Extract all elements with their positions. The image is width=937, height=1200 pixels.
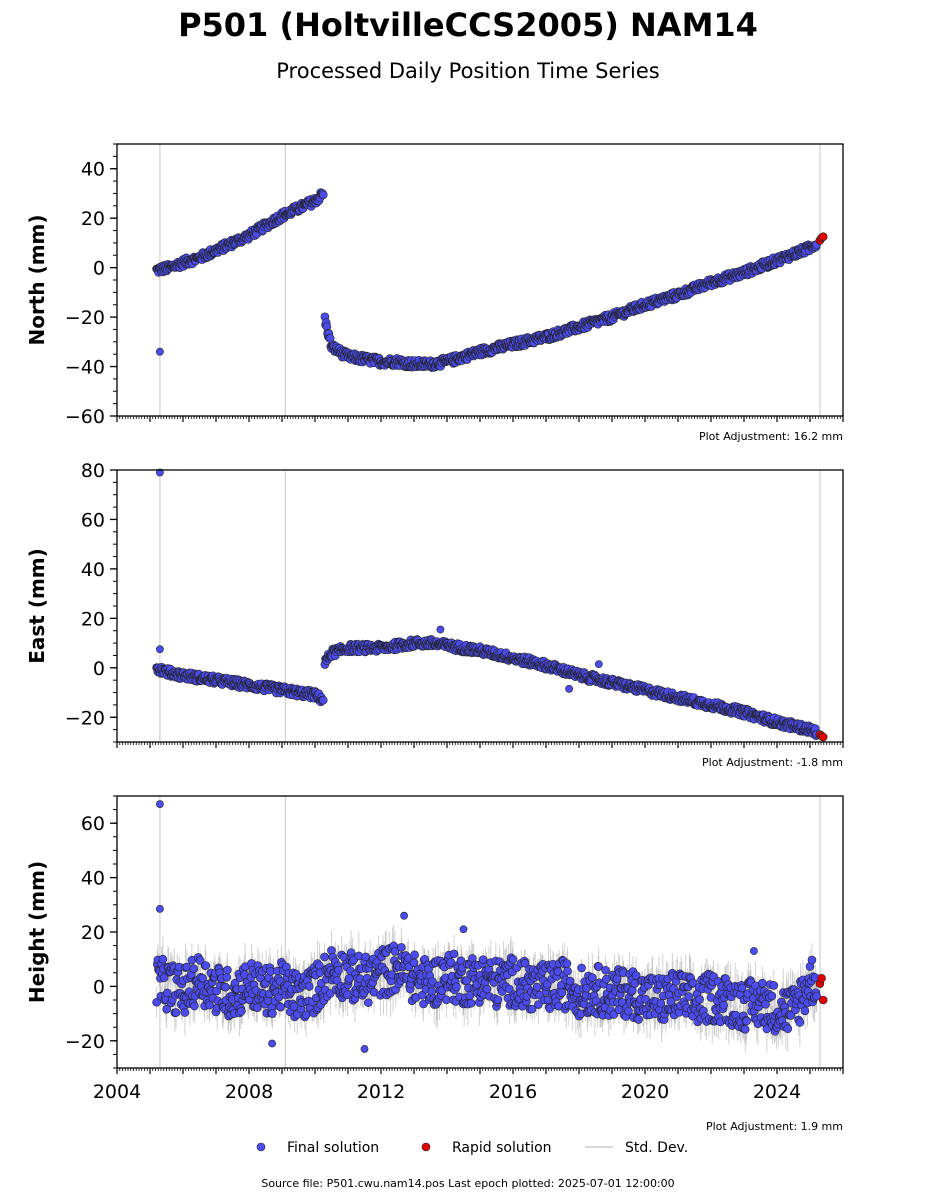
- east-ylabel: East (mm): [25, 548, 49, 664]
- north-ytick-label: −60: [65, 406, 105, 428]
- east-rapid-point: [818, 732, 828, 742]
- east-panel: −20 0 20 40 60 80 East (mm): [25, 460, 844, 748]
- north-ytick-label: 20: [81, 208, 105, 230]
- north-final-outlier: [155, 347, 164, 356]
- north-panel: −60 −40 −20 0 20 40 North (mm): [25, 143, 844, 428]
- north-ytick-label: 40: [81, 159, 105, 181]
- north-ytick-label: 0: [93, 258, 105, 280]
- figure-title: P501 (HoltvilleCCS2005) NAM14: [178, 6, 758, 44]
- east-plot-frame: [116, 469, 844, 743]
- east-final-outlier: [155, 645, 164, 654]
- north-final-points: [152, 188, 821, 372]
- east-ytick-label: 60: [81, 509, 105, 531]
- north-final-point: [318, 190, 328, 200]
- east-ytick-label: 40: [81, 559, 105, 581]
- figure-subtitle: Processed Daily Position Time Series: [276, 59, 660, 83]
- east-ytick-label: 80: [81, 460, 105, 482]
- east-final-points: [152, 468, 821, 741]
- east-final-point: [318, 695, 328, 705]
- north-rapid-point: [818, 232, 828, 242]
- east-final-outlier: [594, 660, 603, 669]
- north-ylabel: North (mm): [25, 214, 49, 345]
- east-ytick-label: −20: [65, 707, 105, 729]
- north-ytick-label: −20: [65, 307, 105, 329]
- east-final-outlier: [436, 625, 445, 634]
- east-ytick-label: 20: [81, 608, 105, 630]
- east-final-outlier: [565, 684, 573, 693]
- north-ytick-label: −40: [65, 357, 105, 379]
- east-ytick-label: 0: [93, 658, 105, 680]
